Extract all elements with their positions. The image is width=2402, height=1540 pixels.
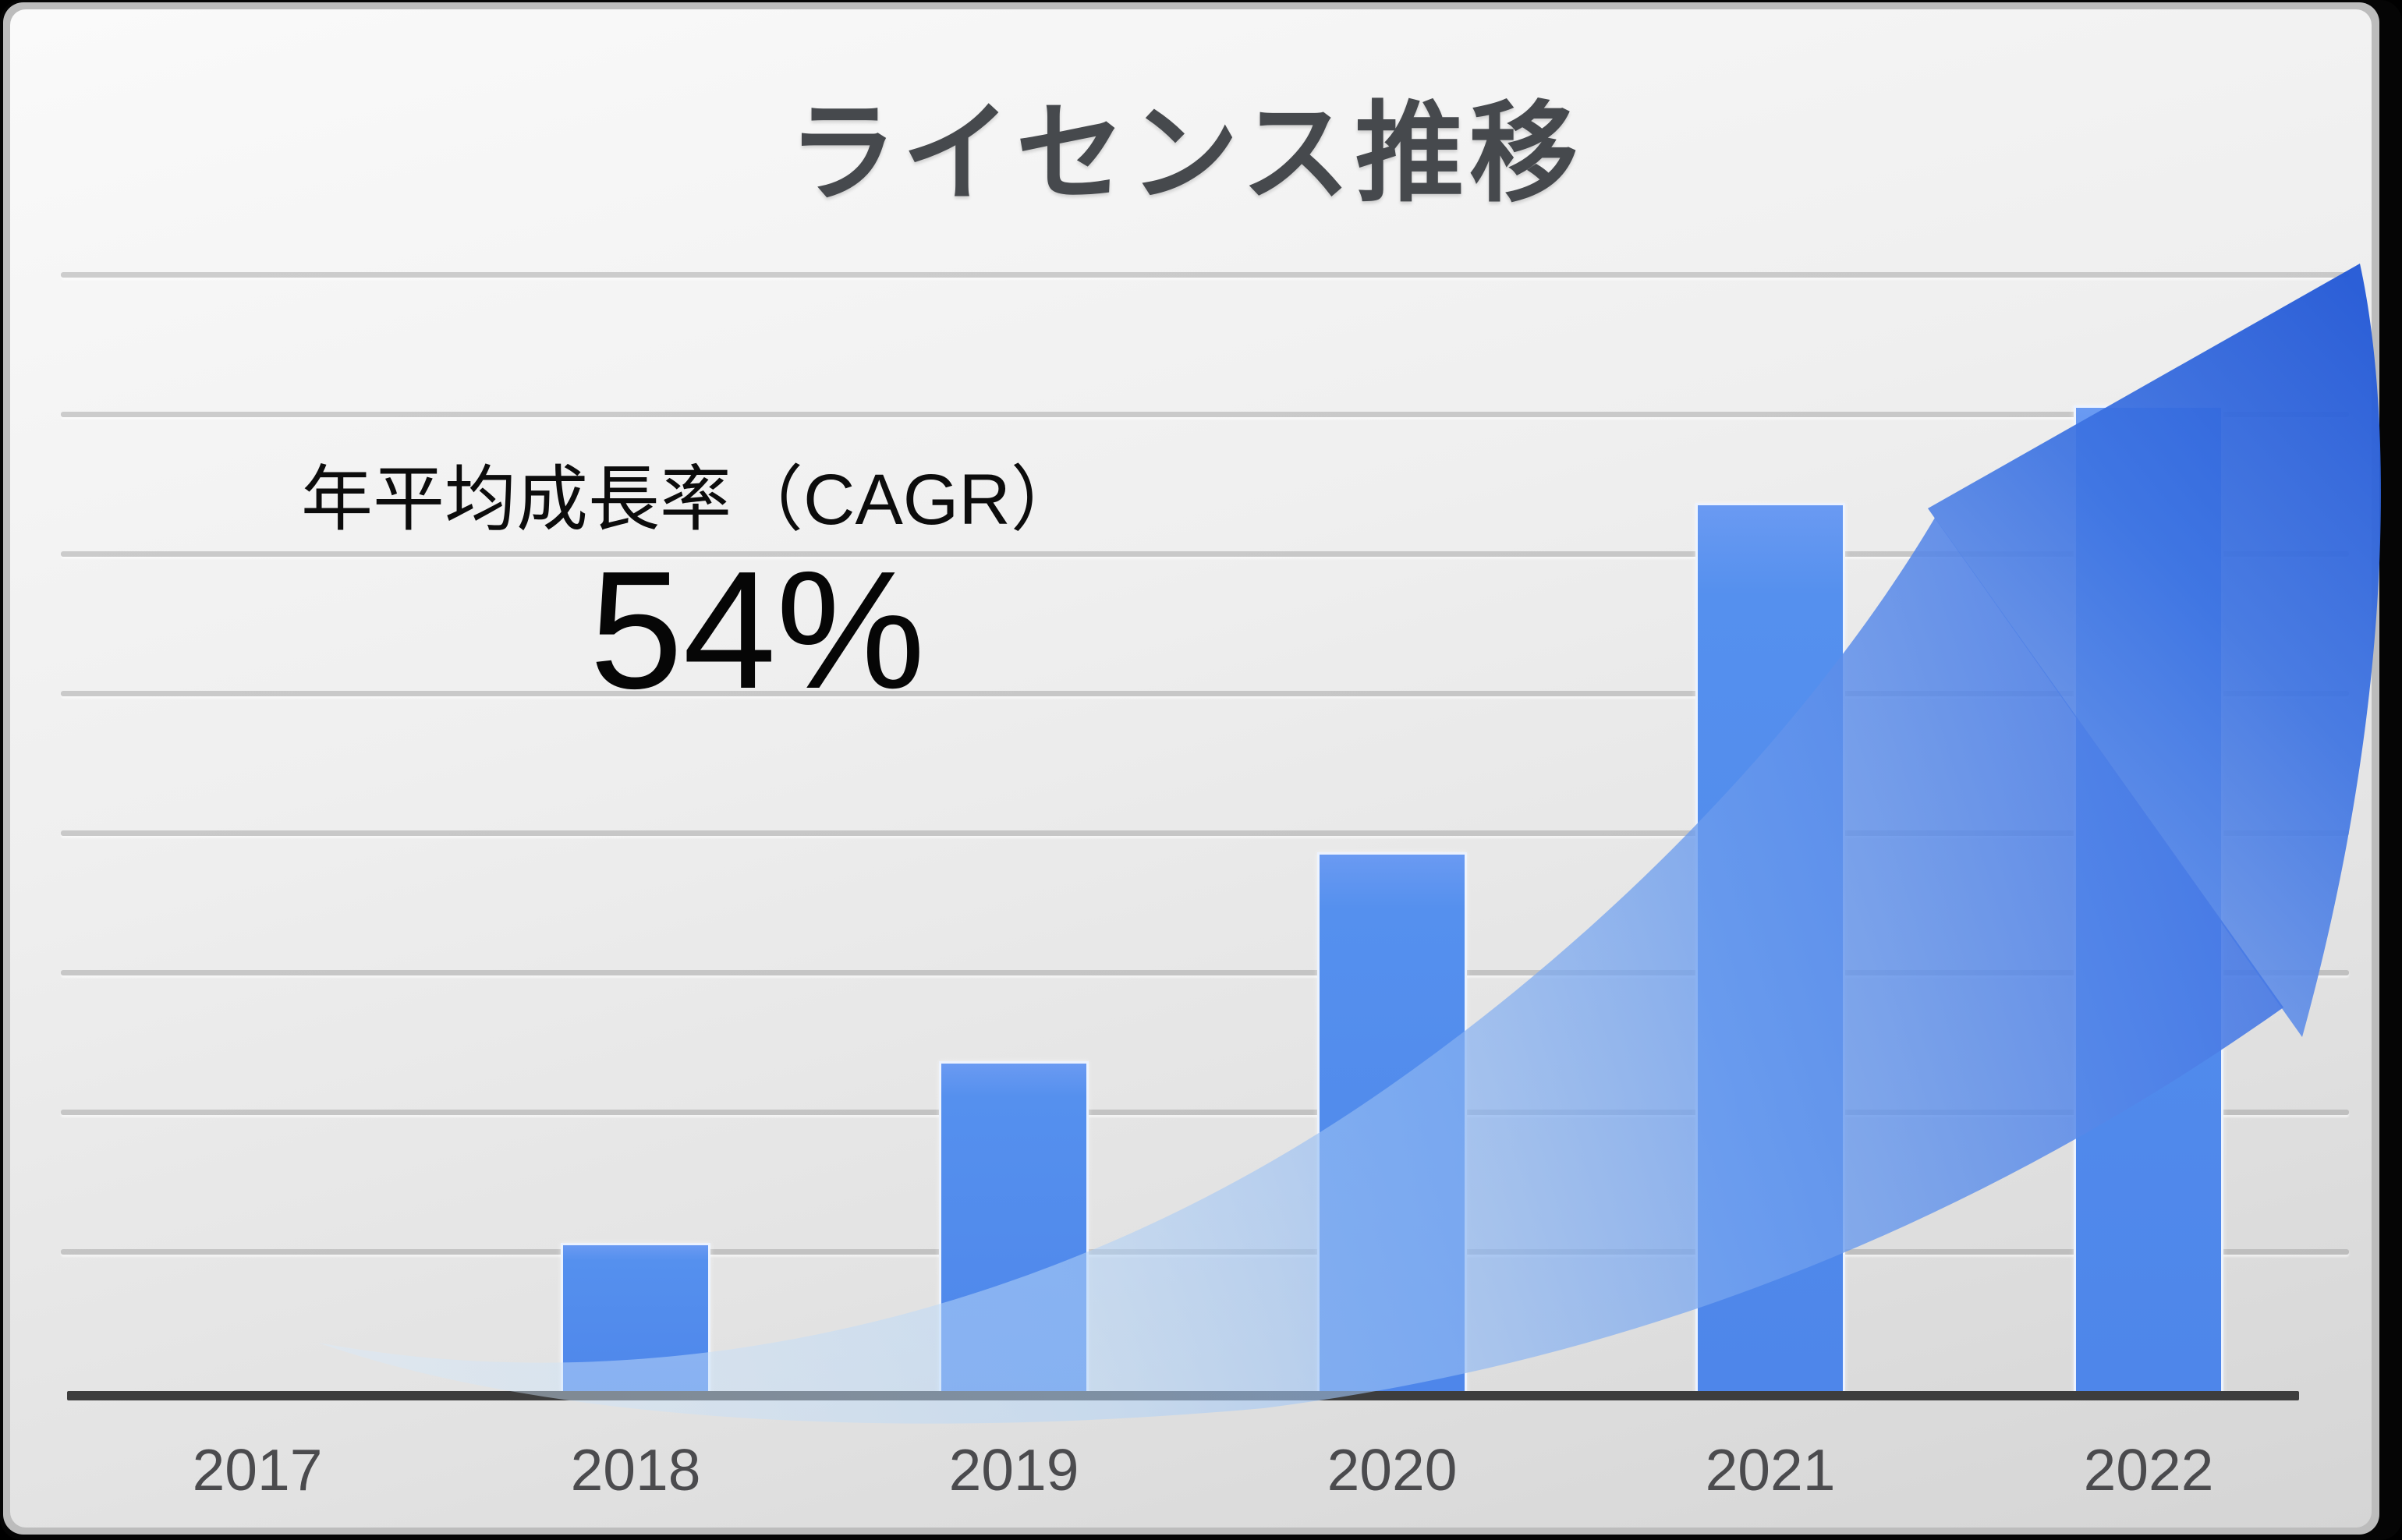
- bar-2020: [1317, 852, 1467, 1397]
- cagr-annotation-value: 54%: [590, 536, 926, 724]
- gridline: [61, 551, 2349, 557]
- x-axis-label-2021: 2021: [1705, 1437, 1836, 1503]
- x-axis-label-2020: 2020: [1327, 1437, 1458, 1503]
- cagr-annotation-label: 年平均成長率（CAGR）: [301, 460, 1082, 540]
- x-axis-label-2017: 2017: [192, 1437, 323, 1503]
- x-axis-label-2019: 2019: [948, 1437, 1079, 1503]
- gridline: [61, 1249, 2349, 1255]
- bar-2019: [939, 1061, 1089, 1397]
- x-axis-label-2018: 2018: [570, 1437, 701, 1503]
- gridline: [61, 412, 2349, 417]
- bar-2018: [561, 1243, 710, 1397]
- chart-title: ライセンス推移: [788, 92, 1583, 214]
- gridline: [61, 830, 2349, 836]
- bar-2022: [2074, 405, 2223, 1397]
- gridline: [61, 970, 2349, 975]
- x-axis-line: [67, 1391, 2299, 1400]
- gridline: [61, 272, 2349, 278]
- gridline: [61, 691, 2349, 696]
- gridline: [61, 1110, 2349, 1115]
- x-axis-label-2022: 2022: [2083, 1437, 2214, 1503]
- bar-2021: [1695, 503, 1845, 1397]
